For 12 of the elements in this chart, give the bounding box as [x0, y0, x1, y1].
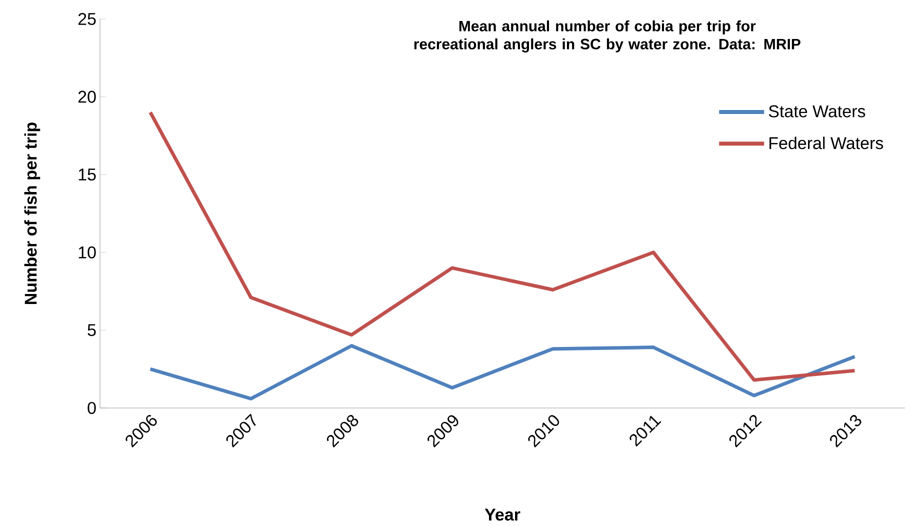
x-axis-title: Year: [484, 508, 520, 521]
y-tick-label: 20: [78, 90, 96, 103]
y-tick-label: 10: [78, 246, 96, 258]
y-axis-title: Number of fish per trip: [24, 122, 40, 304]
y-tick-label: 25: [78, 12, 96, 26]
legend-label: Federal Waters: [770, 136, 884, 150]
y-tick-label: 15: [78, 168, 96, 181]
legend-label: State Waters: [768, 105, 866, 118]
text: Mean annual number of cobia per trip for recreational anglers in SC by water zone. Data: MRIP: [414, 20, 800, 52]
y-tick-label: 0: [88, 402, 96, 414]
y-tick-label: 5: [88, 324, 96, 336]
line-series: [148, 344, 856, 400]
